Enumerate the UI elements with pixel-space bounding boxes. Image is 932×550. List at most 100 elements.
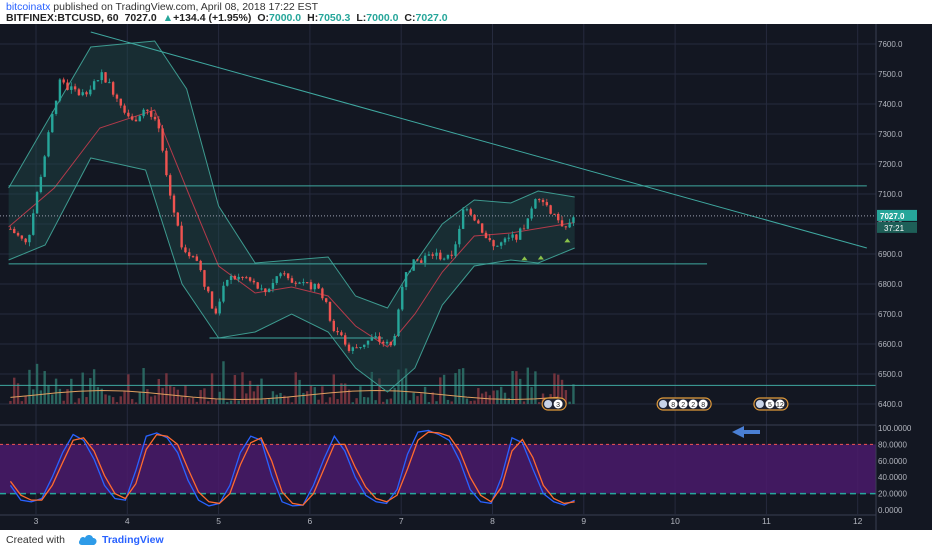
event-count: 5 [768, 402, 772, 409]
candle [515, 234, 518, 243]
volume-bar [203, 388, 206, 404]
stoch-tick-label: 40.0000 [878, 473, 907, 482]
volume-bar [431, 392, 434, 404]
candle [553, 213, 556, 215]
candle [210, 291, 214, 310]
candle [267, 287, 271, 293]
last-price: 7027.0 [124, 12, 157, 24]
candle [245, 275, 248, 279]
candle [511, 231, 514, 241]
volume-bar [256, 384, 259, 404]
tradingview-cloud-icon[interactable] [78, 533, 98, 549]
grid-lines [0, 24, 876, 514]
change-value: +134.4 (+1.95%) [173, 12, 252, 24]
volume-bar [538, 402, 541, 404]
candle [568, 218, 571, 229]
time-tick-label: 7 [399, 516, 404, 526]
candle [560, 216, 564, 227]
candle [85, 90, 88, 97]
volume-bar [115, 402, 119, 404]
candle [218, 298, 221, 316]
candle [298, 281, 301, 284]
event-markers[interactable]: 3 8 2 2 8 5 12 [541, 397, 789, 411]
price-tick-label: 7600.0 [878, 40, 903, 49]
candle [195, 254, 199, 262]
candle [370, 334, 374, 341]
candle [382, 340, 385, 347]
volume-bar [488, 395, 491, 404]
candle [401, 284, 404, 312]
candle [503, 237, 507, 246]
candle [134, 116, 138, 122]
price-tick-label: 6500.0 [878, 370, 903, 379]
price-chart[interactable]: 3 8 2 2 8 5 12 7600.07500.07400.07300.07200.07… [0, 24, 932, 530]
flag-icon [544, 400, 553, 408]
stoch-band-fill [0, 444, 876, 494]
volume-bar [344, 383, 347, 404]
trendline[interactable] [90, 31, 867, 249]
volume-bar [404, 368, 408, 404]
volume-bar [81, 372, 84, 404]
volume-bar [351, 402, 355, 404]
candle [138, 114, 141, 122]
volume-bar [496, 390, 499, 404]
volume-bar [47, 385, 50, 404]
candle [412, 259, 415, 271]
candle [290, 275, 294, 284]
candle [538, 198, 541, 203]
publisher-link[interactable]: bitcoinatx [6, 1, 51, 13]
candle [169, 173, 172, 200]
candle [81, 89, 84, 97]
candle [73, 83, 77, 92]
volume-bar [286, 396, 290, 404]
price-axis[interactable] [876, 24, 932, 530]
volume-bar [104, 394, 107, 404]
volume-bar [446, 399, 450, 404]
volume-bar [321, 386, 324, 404]
candle [62, 77, 65, 85]
candle [77, 87, 81, 97]
economic-event-marker[interactable]: 5 12 [753, 397, 789, 411]
candle [237, 273, 240, 283]
bollinger-upper [8, 40, 575, 309]
tradingview-brand[interactable]: TradingView [102, 534, 164, 546]
candle [123, 103, 126, 115]
candle [188, 248, 191, 259]
candle [35, 190, 39, 215]
candle [332, 319, 335, 333]
volume-bar [184, 385, 187, 404]
volume-bar [458, 369, 461, 404]
volume-bar [347, 389, 351, 404]
economic-event-marker[interactable]: 3 [541, 397, 567, 411]
high-label: H: [307, 12, 319, 24]
candle [157, 116, 160, 133]
candle [214, 306, 218, 315]
candle [199, 259, 202, 272]
candle [499, 241, 503, 250]
volume-bar [161, 387, 164, 404]
price-tick-label: 6400.0 [878, 400, 903, 409]
volume-bar [20, 401, 24, 404]
candle [492, 239, 495, 251]
candle [89, 85, 92, 97]
countdown-label: 37:21 [884, 224, 905, 233]
volume-bar [568, 401, 571, 404]
time-tick-label: 6 [308, 516, 313, 526]
candle [359, 346, 362, 350]
candle [146, 109, 149, 115]
candle [397, 308, 400, 337]
stoch-k-line [9, 429, 575, 507]
price-tick-label: 7100.0 [878, 190, 903, 199]
candle [408, 270, 412, 273]
candle [172, 193, 176, 217]
signal-triangle-icon [564, 238, 571, 243]
candle [153, 113, 157, 122]
symbol-label[interactable]: BITFINEX:BTCUSD, 60 [6, 12, 119, 24]
price-tick-label: 7400.0 [878, 100, 903, 109]
candle [518, 227, 522, 240]
candle [526, 217, 530, 230]
candle [286, 273, 290, 281]
event-count: 2 [691, 402, 695, 409]
candle [572, 215, 575, 227]
